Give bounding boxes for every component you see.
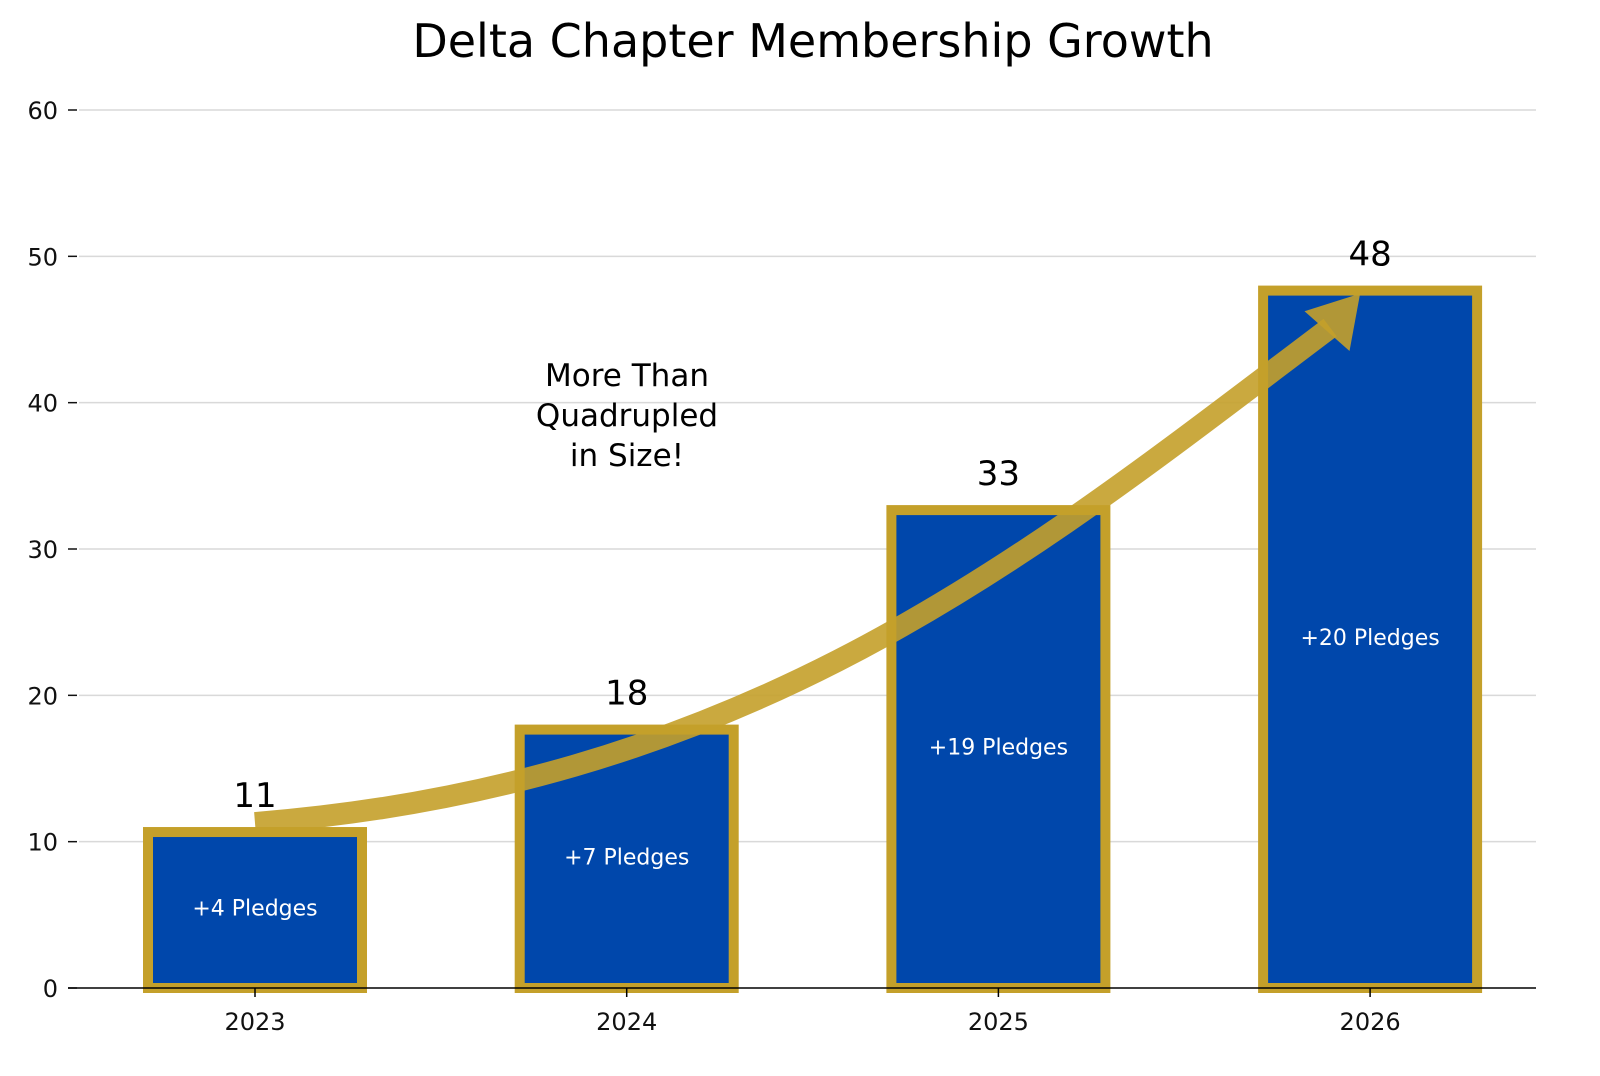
bar-inner-label: +19 Pledges [929,736,1068,761]
y-tick-label: 0 [43,975,58,1003]
chart-title: Delta Chapter Membership Growth [412,14,1213,68]
y-tick-label: 20 [27,682,58,710]
annotation-line: in Size! [570,438,684,474]
bar-2025: 33 +19 Pledges [886,454,1111,993]
bar-value-label: 48 [1348,235,1391,275]
x-tick-label: 2026 [1340,1008,1401,1036]
bar-2023: 11 +4 Pledges [143,776,367,993]
x-tick-label: 2025 [968,1008,1029,1036]
x-tick-label: 2024 [596,1008,657,1036]
bar-value-label: 33 [977,454,1020,494]
growth-arrow [254,293,1361,834]
bars: 11 +4 Pledges 18 +7 Pledges 33 +19 Pledges 48 +… [143,235,1483,994]
bar [1258,285,1483,994]
y-tick-label: 50 [27,243,58,271]
annotation: More Than Quadrupled in Size! [536,358,718,474]
bar-inner-label: +7 Pledges [564,845,689,870]
arrow-shaft [254,318,1337,834]
annotation-line: Quadrupled [536,398,718,434]
bar-2026: 48 +20 Pledges [1258,235,1483,994]
annotation-line: More Than [545,358,709,394]
y-tick-label: 30 [27,536,58,564]
bar-value-label: 18 [605,674,648,714]
bar-inner-label: +20 Pledges [1300,626,1439,651]
y-tick-label: 60 [27,97,58,125]
arrow-head [1304,293,1361,351]
y-axis: 0 10 20 30 40 50 60 [27,97,77,1003]
y-tick-label: 10 [27,829,58,857]
bar [143,827,367,993]
bar-value-label: 11 [233,776,276,816]
bar-inner-label: +4 Pledges [192,897,317,922]
x-tick-label: 2023 [224,1008,285,1036]
y-tick-label: 40 [27,390,58,418]
x-axis: 2023 2024 2025 2026 [68,987,1536,1036]
